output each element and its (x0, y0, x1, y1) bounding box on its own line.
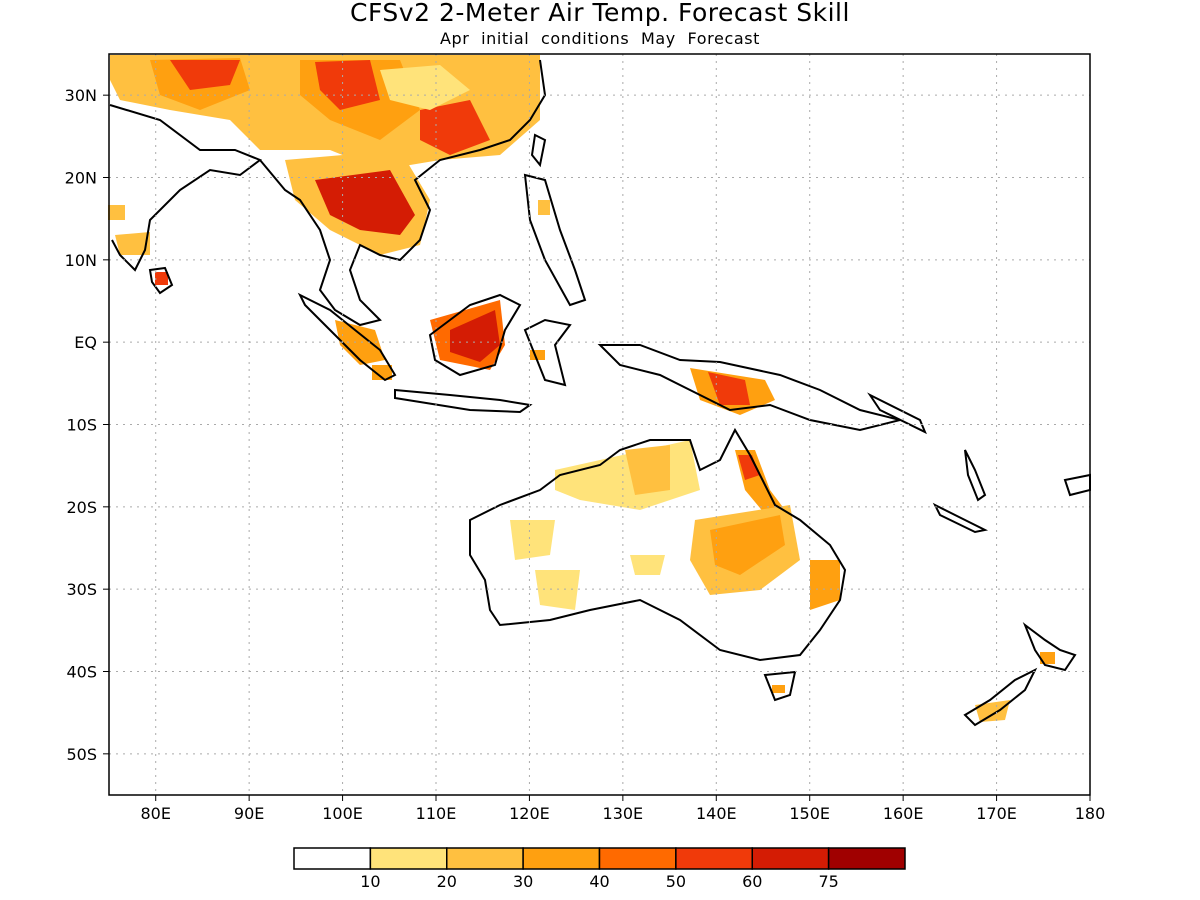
shade-china-dark3 (420, 100, 490, 155)
map-axes: 80E 90E 100E 110E 120E 130E 140E 150E 160E 170E 18… (65, 86, 1106, 823)
coast-nz-south (963, 667, 1038, 727)
colorbar-label: 75 (818, 872, 838, 891)
coast-taiwan (530, 133, 547, 168)
coast-newcal (932, 502, 989, 534)
lon-tick-label: 180 (1075, 804, 1106, 823)
lat-tick-label: 10N (65, 251, 97, 270)
shade-nz (975, 700, 1010, 722)
shade-aus-se (810, 560, 840, 610)
shade-borneo-dark (450, 310, 500, 362)
lat-tick-label: 20N (65, 169, 97, 188)
colorbar-label: 20 (437, 872, 457, 891)
coast-india (109, 104, 263, 272)
colorbar-label: 40 (589, 872, 609, 891)
coast-sulawesi (523, 318, 572, 387)
colorbar-swatch (751, 847, 830, 870)
coast-philippines (523, 173, 587, 307)
colorbar-swatch (369, 847, 448, 870)
coast-java (394, 388, 533, 414)
figure-title: CFSv2 2-Meter Air Temp. Forecast Skill (350, 0, 850, 27)
grid-lines (109, 54, 1090, 795)
colorbar: 10 20 30 40 50 60 75 (293, 847, 906, 891)
lon-tick-label: 160E (883, 804, 924, 823)
colorbar-label: 60 (742, 872, 762, 891)
shade-nz-north (1040, 652, 1055, 664)
colorbar-label: 30 (513, 872, 533, 891)
lon-tick-label: 140E (696, 804, 737, 823)
lat-tick-label: 50S (66, 745, 97, 764)
lon-tick-label: 150E (789, 804, 830, 823)
shade-sumatra (335, 320, 385, 365)
colorbar-swatch (827, 847, 906, 870)
shade-aus-north-mid (625, 445, 670, 495)
coast-burma-indochina (259, 59, 547, 327)
shade-china-dark (170, 60, 240, 90)
lon-tick-label: 100E (322, 804, 363, 823)
shade-aus-west (510, 520, 555, 560)
shade-sumatra-s (372, 365, 392, 380)
shade-aus-center (630, 555, 665, 575)
colorbar-label: 10 (360, 872, 380, 891)
coast-vanuatu (964, 449, 987, 502)
coast-srilanka (148, 266, 174, 295)
colorbar-swatch (293, 847, 372, 870)
lat-tick-label: 30S (66, 580, 97, 599)
coast-fiji (1063, 473, 1091, 497)
shade-sulawesi (530, 350, 545, 360)
lat-tick-label: EQ (74, 333, 97, 352)
figure-subtitle: Apr initial conditions May Forecast (439, 29, 761, 48)
shade-india-1 (115, 232, 150, 255)
coast-nz-north (1022, 622, 1077, 672)
lon-tick-label: 120E (509, 804, 550, 823)
coastlines (109, 59, 1091, 727)
shade-png-dark (708, 372, 750, 405)
shade-tibet-light (380, 65, 470, 110)
shade-phil (538, 200, 550, 215)
shade-india-2 (108, 205, 125, 220)
coast-borneo (428, 293, 522, 377)
lat-tick-label: 10S (66, 416, 97, 435)
colorbar-label: 50 (666, 872, 686, 891)
lat-tick-label: 20S (66, 498, 97, 517)
lon-tick-label: 130E (603, 804, 644, 823)
lon-tick-label: 80E (140, 804, 170, 823)
lon-tick-label: 170E (976, 804, 1017, 823)
colorbar-swatch (446, 847, 524, 870)
shade-china-dark2 (315, 60, 380, 110)
lon-tick-label: 110E (416, 804, 457, 823)
lat-tick-label: 40S (66, 663, 97, 682)
colorbar-swatch (598, 847, 677, 870)
skill-shading (108, 55, 1055, 722)
shade-aus-sw (535, 570, 580, 610)
shade-aus-east-mid (710, 515, 785, 575)
lon-tick-label: 90E (234, 804, 264, 823)
coast-tasmania (763, 670, 797, 702)
shade-srilanka (155, 272, 168, 285)
colorbar-swatch (522, 847, 601, 870)
colorbar-swatch (675, 847, 753, 870)
lat-tick-label: 30N (65, 86, 97, 105)
coast-australia (469, 427, 847, 662)
shade-aus-ne-dark (738, 455, 760, 480)
shade-tas (772, 685, 785, 693)
shade-indochina-dark (315, 170, 415, 235)
